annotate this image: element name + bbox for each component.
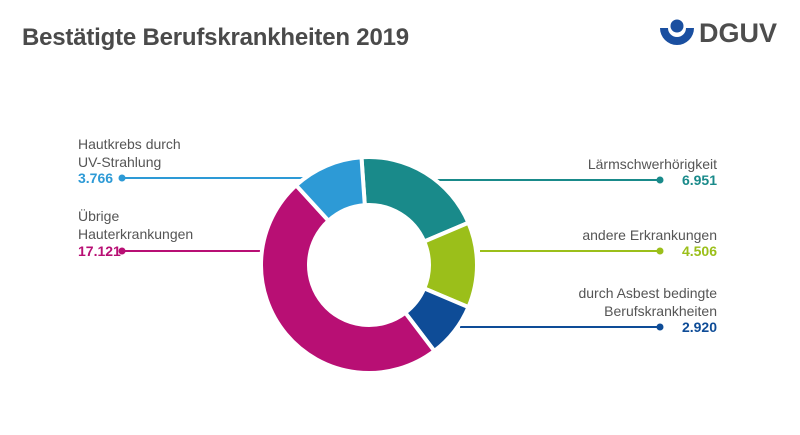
slice-label-2: andere Erkrankungen bbox=[582, 227, 717, 243]
callout-dot-5 bbox=[118, 174, 126, 182]
slice-label-5: Hautkrebs durch bbox=[78, 136, 181, 152]
chart-title: Bestätigte Berufskrankheiten 2019 bbox=[22, 24, 409, 51]
slice-label-4: Hauterkrankungen bbox=[78, 226, 194, 242]
callout-dot-3 bbox=[656, 323, 664, 331]
logo-text: DGUV bbox=[699, 18, 778, 48]
slice-label-1: Lärmschwerhörigkeit bbox=[587, 156, 717, 172]
slice-value-4: 17.121 bbox=[78, 243, 121, 259]
slice-label-5: UV-Strahlung bbox=[78, 154, 162, 170]
slice-value-5: 3.766 bbox=[78, 170, 114, 186]
dguv-logo: DGUV bbox=[659, 18, 799, 52]
slice-label-3: Berufskrankheiten bbox=[604, 303, 717, 319]
slice-value-3: 2.920 bbox=[681, 319, 717, 335]
dguv-logo-icon bbox=[660, 19, 694, 45]
slice-label-4: Übrige bbox=[78, 208, 120, 224]
donut-slice-4 bbox=[259, 182, 438, 375]
callout-dot-2 bbox=[656, 247, 664, 255]
callout-dot-4 bbox=[118, 247, 126, 255]
donut-slice-5 bbox=[293, 155, 367, 224]
slice-label-3: durch Asbest bedingte bbox=[578, 285, 717, 301]
slice-value-2: 4.506 bbox=[681, 243, 717, 259]
slice-value-1: 6.951 bbox=[681, 172, 717, 188]
callout-dot-1 bbox=[656, 176, 664, 184]
